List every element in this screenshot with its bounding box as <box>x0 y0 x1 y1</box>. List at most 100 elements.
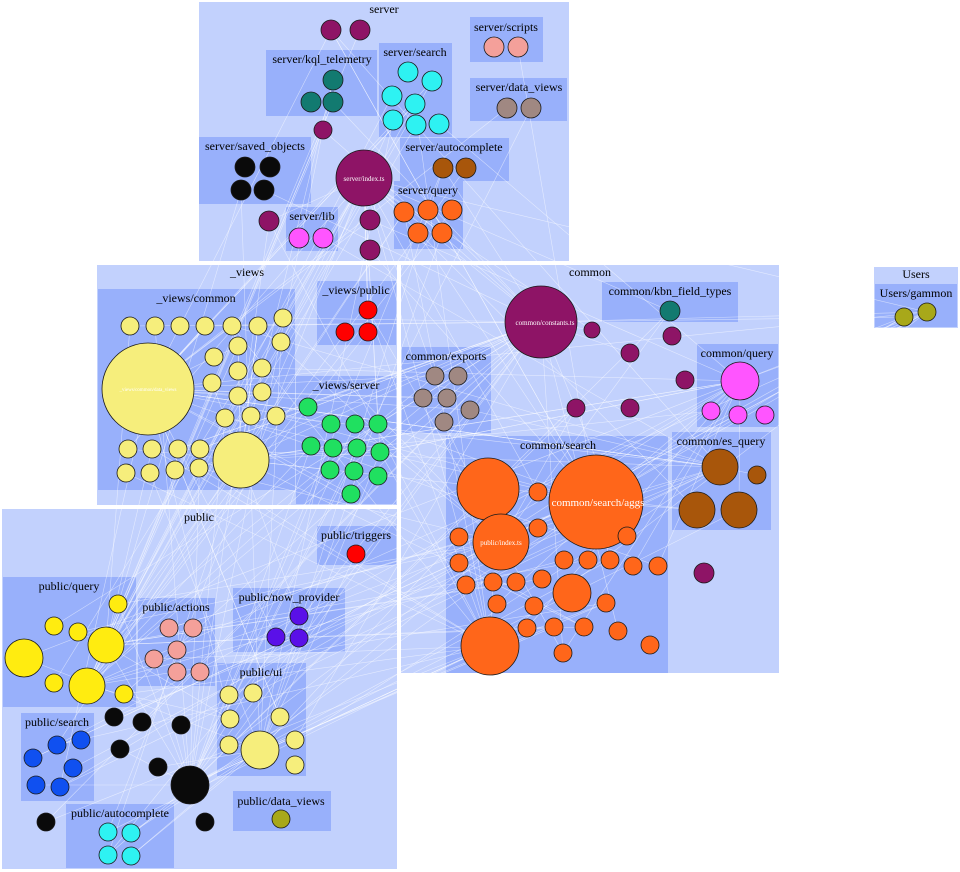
node-views-common[interactable] <box>271 332 291 352</box>
node-server-query[interactable] <box>441 199 463 221</box>
node-server-scripts[interactable] <box>483 36 505 58</box>
node-server-lib[interactable] <box>312 227 334 249</box>
node-common-constants[interactable] <box>504 285 578 359</box>
node-common-search[interactable] <box>524 596 544 616</box>
node-views-common[interactable] <box>248 316 268 336</box>
node-server-query[interactable] <box>407 222 429 244</box>
node-common-exports[interactable] <box>425 366 445 386</box>
node-views-server[interactable] <box>321 414 341 434</box>
node-common-search[interactable] <box>528 482 548 502</box>
node-saved-objects[interactable] <box>259 156 281 178</box>
node-public-data-views[interactable] <box>271 809 291 829</box>
node-public-autocomplete[interactable] <box>98 822 118 842</box>
node-views-common[interactable] <box>228 386 248 406</box>
node-public-search[interactable] <box>47 735 67 755</box>
node-server-search[interactable] <box>381 85 403 107</box>
node-server-search[interactable] <box>397 61 419 83</box>
node-server-search[interactable] <box>382 109 404 131</box>
node-common-search[interactable] <box>487 594 507 614</box>
node-views-common[interactable] <box>215 408 235 428</box>
node-public-query[interactable] <box>68 622 88 642</box>
node-common-search[interactable] <box>506 572 526 592</box>
node-kql-telemetry[interactable] <box>322 91 344 113</box>
node-public-query[interactable] <box>44 673 64 693</box>
node-server[interactable] <box>313 120 333 140</box>
node-views-server[interactable] <box>370 442 390 462</box>
node-common-search[interactable] <box>472 513 530 571</box>
node-common-query[interactable] <box>720 361 760 401</box>
node-public-search[interactable] <box>26 775 46 795</box>
node-views-server[interactable] <box>320 460 340 480</box>
node-views-common[interactable] <box>228 336 248 356</box>
node-views-common[interactable] <box>195 316 215 336</box>
node-es-query[interactable] <box>747 465 767 485</box>
node-users-gammon[interactable] <box>917 302 937 322</box>
node-server-query[interactable] <box>417 199 439 221</box>
node-views-server[interactable] <box>298 397 318 417</box>
node-public-query[interactable] <box>114 684 134 704</box>
node-server-scripts[interactable] <box>507 36 529 58</box>
node-common-search[interactable] <box>544 617 564 637</box>
node-public[interactable] <box>132 712 152 732</box>
node-server-index[interactable] <box>335 149 393 207</box>
node-common[interactable] <box>693 562 715 584</box>
node-server[interactable] <box>359 209 381 231</box>
node-views-common[interactable] <box>252 382 272 402</box>
node-common-search[interactable] <box>640 635 660 655</box>
node-common-search[interactable] <box>578 550 598 570</box>
node-views-common[interactable] <box>212 431 270 489</box>
node-views-common[interactable] <box>189 458 209 478</box>
node-public[interactable] <box>148 757 168 777</box>
node-public-actions[interactable] <box>159 618 179 638</box>
node-views-common[interactable] <box>273 308 293 328</box>
node-server-autocomplete[interactable] <box>432 157 454 179</box>
node-common-search[interactable] <box>449 553 469 573</box>
node-server[interactable] <box>258 210 280 232</box>
node-public-ui[interactable] <box>285 755 305 775</box>
node-server[interactable] <box>349 19 371 41</box>
node-public-search[interactable] <box>71 730 91 750</box>
node-common[interactable] <box>675 370 695 390</box>
node-server-query[interactable] <box>393 201 415 223</box>
node-common-search[interactable] <box>623 556 643 576</box>
node-common-exports[interactable] <box>460 400 480 420</box>
node-common-search[interactable] <box>532 569 552 589</box>
node-views-common-data-views[interactable] <box>101 342 195 436</box>
node-public-search[interactable] <box>50 777 70 797</box>
node-saved-objects[interactable] <box>253 179 275 201</box>
node-views-server[interactable] <box>368 414 388 434</box>
node-common-exports[interactable] <box>413 388 433 408</box>
node-saved-objects[interactable] <box>234 156 256 178</box>
node-views-common[interactable] <box>120 316 140 336</box>
node-views-common[interactable] <box>165 460 185 480</box>
node-common-search[interactable] <box>608 621 628 641</box>
node-common[interactable] <box>620 343 640 363</box>
node-views-common[interactable] <box>228 361 248 381</box>
node-server[interactable] <box>359 239 381 261</box>
node-views-server[interactable] <box>301 436 321 456</box>
node-views-common[interactable] <box>241 406 261 426</box>
node-views-common[interactable] <box>145 316 165 336</box>
node-views-common[interactable] <box>204 347 224 367</box>
node-views-common[interactable] <box>116 463 136 483</box>
node-saved-objects[interactable] <box>230 179 252 201</box>
node-public-autocomplete[interactable] <box>121 823 141 843</box>
node-common-search[interactable] <box>460 616 520 676</box>
node-public-query[interactable] <box>108 594 128 614</box>
node-common-query[interactable] <box>755 405 775 425</box>
node-public[interactable] <box>171 715 191 735</box>
node-public-index[interactable] <box>170 765 210 805</box>
node-common[interactable] <box>620 398 640 418</box>
node-es-query[interactable] <box>701 448 739 486</box>
node-views-common[interactable] <box>222 316 242 336</box>
node-public-ui[interactable] <box>219 685 239 705</box>
node-views-server[interactable] <box>345 414 365 434</box>
node-public-ui[interactable] <box>240 730 280 770</box>
node-public[interactable] <box>195 812 215 832</box>
node-views-server[interactable] <box>368 466 388 486</box>
node-server-search[interactable] <box>404 93 426 115</box>
node-common-search[interactable] <box>596 593 616 613</box>
node-common-exports[interactable] <box>448 366 468 386</box>
node-common-search[interactable] <box>456 457 520 521</box>
node-views-common[interactable] <box>118 439 138 459</box>
